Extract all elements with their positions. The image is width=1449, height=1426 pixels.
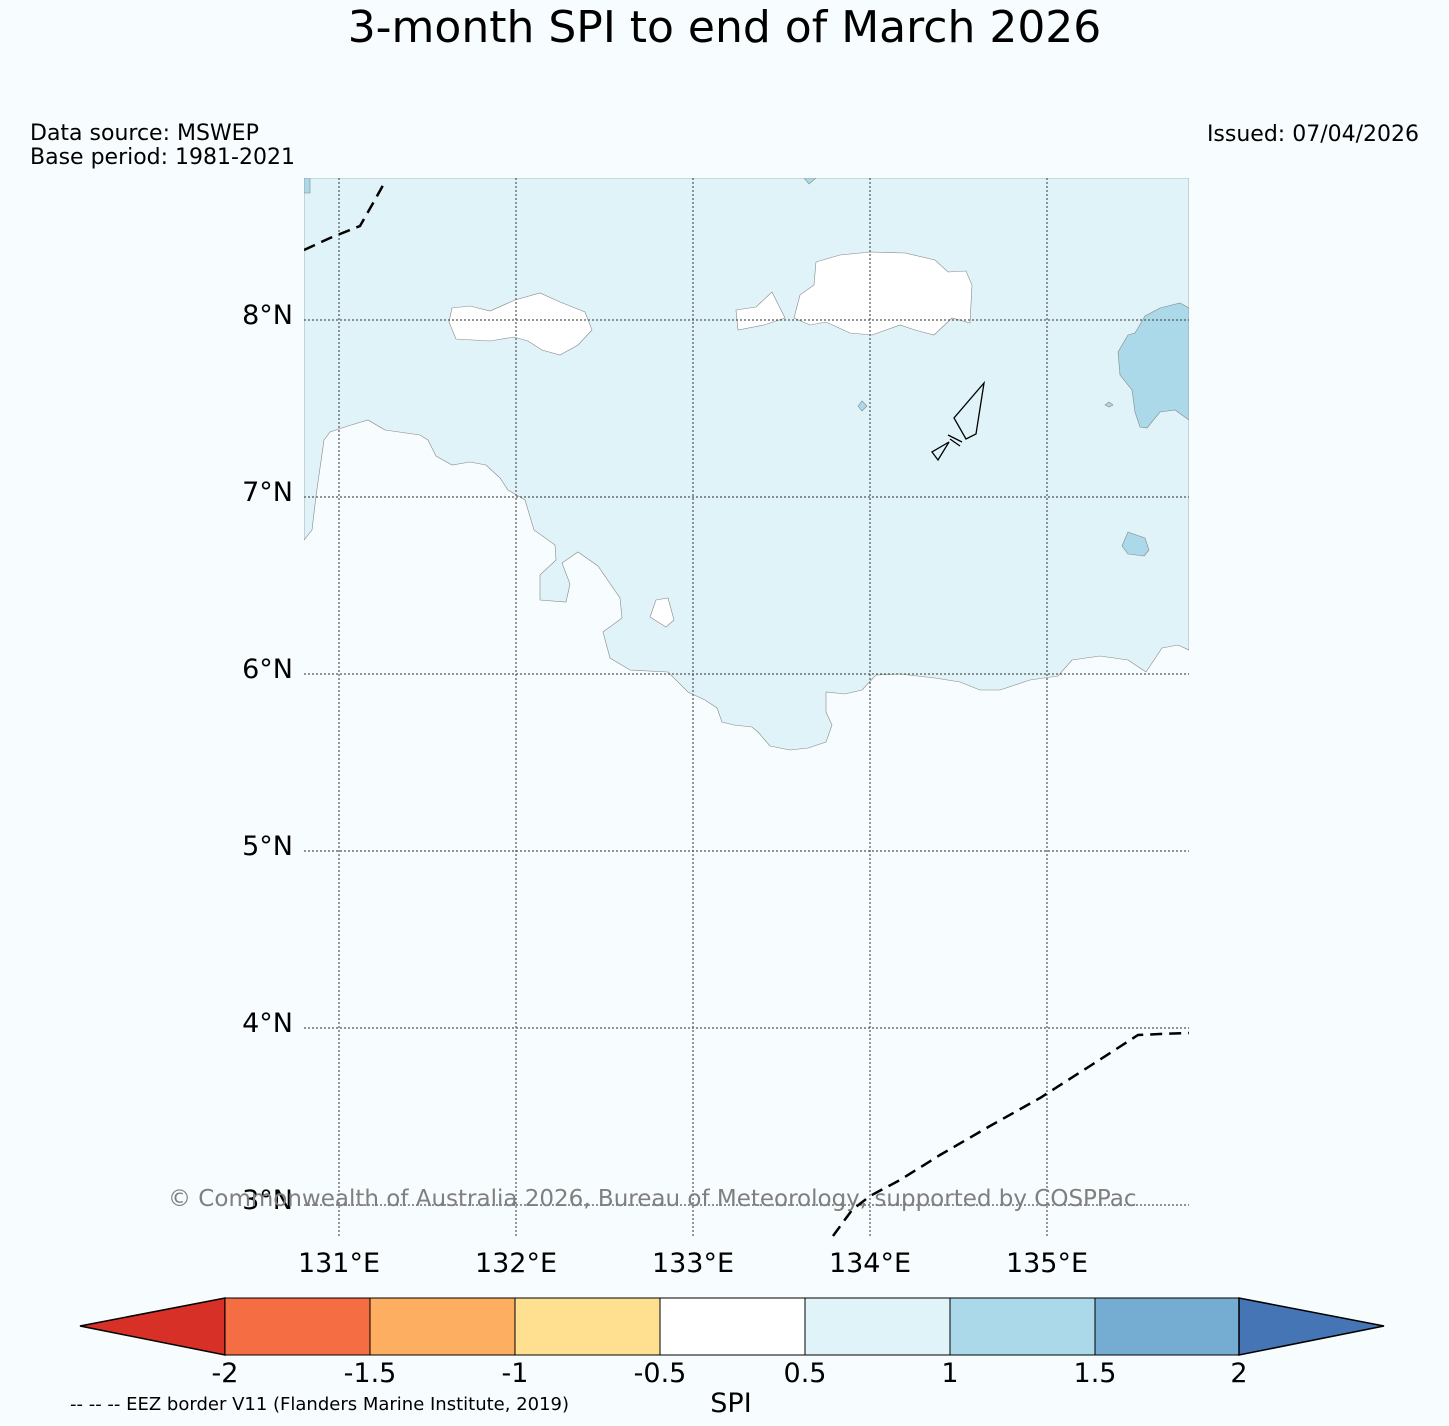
map-title: 3-month SPI to end of March 2026 <box>347 2 1102 53</box>
colorbar-tick: 0.5 <box>783 1358 827 1389</box>
island-outline <box>931 441 950 462</box>
island <box>793 251 973 336</box>
lat-label-4N: 4°N <box>242 1008 293 1039</box>
lat-label-8N: 8°N <box>242 300 293 331</box>
lat-label-7N: 7°N <box>242 477 293 508</box>
island-outline <box>953 380 985 440</box>
eez-legend-note: -- -- -- EEZ border V11 (Flanders Marine… <box>70 1394 570 1415</box>
map-area <box>304 178 1189 1237</box>
lon-label-135E: 135°E <box>1005 1248 1089 1279</box>
base-period: Base period: 1981-2021 <box>30 145 295 170</box>
eez-border <box>304 179 388 252</box>
colorbar-extend-high <box>1238 1297 1385 1356</box>
spi-region-1-1.5 <box>1104 401 1114 408</box>
issued-date: Issued: 07/04/2026 <box>1206 122 1419 147</box>
spi-region-1-1.5 <box>1121 531 1150 557</box>
island <box>448 292 593 356</box>
lon-label-132E: 132°E <box>474 1248 558 1279</box>
colorbar-segment <box>369 1297 516 1356</box>
source-info: Data source: MSWEP Base period: 1981-202… <box>30 122 295 170</box>
copyright-notice: © Commonwealth of Australia 2026, Bureau… <box>168 1186 1137 1212</box>
spi-region-0.5-1 <box>304 178 1189 751</box>
lon-label-131E: 131°E <box>297 1248 381 1279</box>
colorbar-segment <box>659 1297 806 1356</box>
colorbar-tick: -1 <box>501 1358 529 1389</box>
lat-label-5N: 5°N <box>242 831 293 862</box>
colorbar-segment <box>804 1297 951 1356</box>
colorbar-tick: 2 <box>1230 1358 1248 1389</box>
colorbar-segment <box>1094 1297 1240 1356</box>
spi-region-1-1.5 <box>1117 302 1189 429</box>
colorbar <box>79 1297 1385 1356</box>
colorbar-extend-low <box>79 1297 226 1356</box>
spi-region-1-1.5 <box>803 178 817 185</box>
colorbar-tick: -1.5 <box>343 1358 397 1389</box>
spi-region-1-1.5 <box>857 400 868 412</box>
colorbar-segment <box>224 1297 371 1356</box>
spi-region-1-1.5 <box>304 178 311 194</box>
lat-label-6N: 6°N <box>242 654 293 685</box>
lon-label-134E: 134°E <box>828 1248 912 1279</box>
colorbar-label: SPI <box>710 1388 752 1419</box>
colorbar-segment <box>514 1297 661 1356</box>
lon-label-133E: 133°E <box>651 1248 735 1279</box>
island-outline <box>947 434 963 447</box>
colorbar-segment <box>949 1297 1096 1356</box>
colorbar-tick: -2 <box>211 1358 239 1389</box>
eez-border <box>831 1031 1189 1237</box>
data-source: Data source: MSWEP <box>30 121 259 146</box>
gridlines <box>304 178 1189 1237</box>
lat-label-3N: 3°N <box>242 1185 293 1216</box>
colorbar-tick: 1 <box>941 1358 959 1389</box>
colorbar-tick: -0.5 <box>633 1358 687 1389</box>
island <box>649 597 675 628</box>
colorbar-tick: 1.5 <box>1073 1358 1117 1389</box>
